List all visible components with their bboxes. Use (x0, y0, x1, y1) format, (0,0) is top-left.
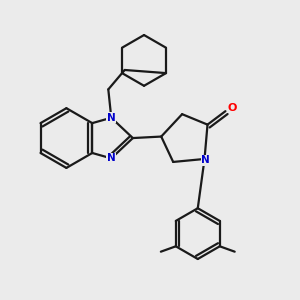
Text: O: O (227, 103, 237, 112)
Text: N: N (201, 155, 210, 166)
Text: N: N (107, 113, 116, 123)
Text: N: N (107, 153, 116, 164)
